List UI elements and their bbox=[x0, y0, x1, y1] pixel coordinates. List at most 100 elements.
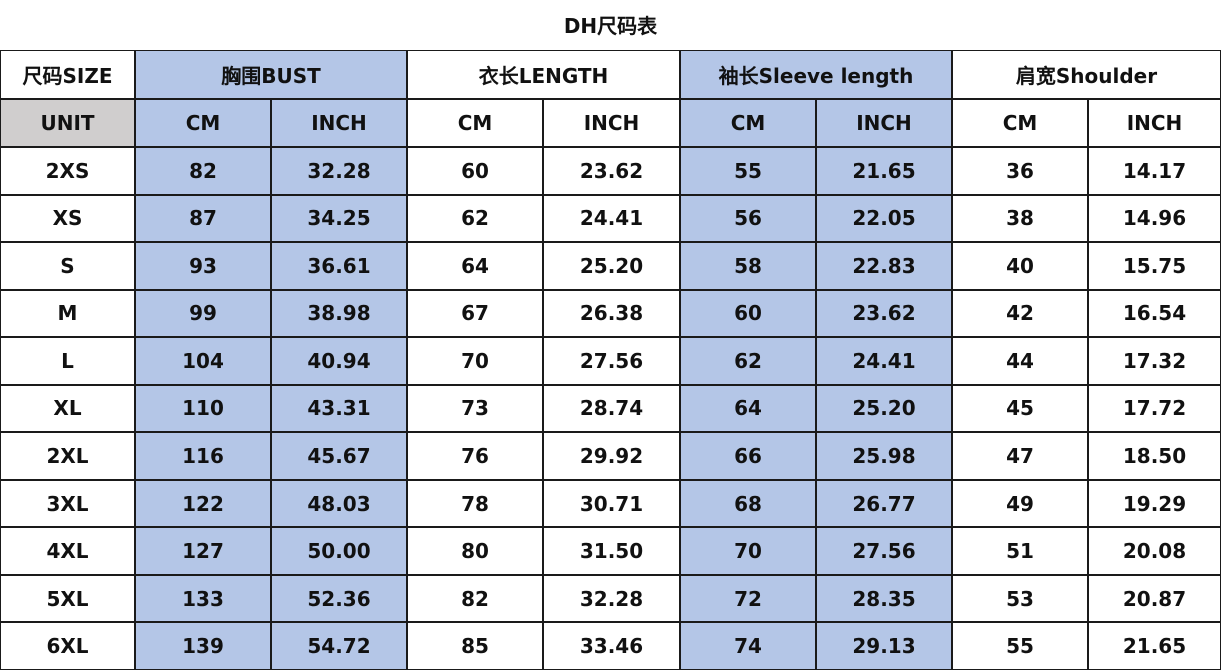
measure-cell: 99 bbox=[136, 290, 270, 337]
measure-cell: 33.46 bbox=[544, 623, 679, 669]
measure-cell: 127 bbox=[136, 528, 270, 574]
measure-cell: 82 bbox=[408, 575, 542, 622]
size-cell: L bbox=[1, 338, 134, 384]
size-cell: XS bbox=[1, 195, 134, 242]
measure-cell: 45.67 bbox=[272, 433, 406, 479]
measure-cell: 38 bbox=[953, 195, 1087, 242]
group-header: 胸围BUST bbox=[136, 51, 406, 98]
measure-cell: 29.13 bbox=[817, 623, 951, 669]
measure-cell: 73 bbox=[408, 385, 542, 432]
measure-cell: 43.31 bbox=[272, 385, 406, 432]
unit-cell: CM bbox=[953, 100, 1087, 146]
measure-cell: 87 bbox=[136, 195, 270, 242]
size-cell: 6XL bbox=[1, 623, 134, 669]
measure-cell: 14.96 bbox=[1089, 195, 1220, 242]
measure-cell: 55 bbox=[953, 623, 1087, 669]
measure-cell: 28.35 bbox=[817, 575, 951, 622]
measure-cell: 72 bbox=[681, 575, 815, 622]
measure-cell: 93 bbox=[136, 243, 270, 289]
measure-cell: 50.00 bbox=[272, 528, 406, 574]
measure-cell: 27.56 bbox=[817, 528, 951, 574]
measure-cell: 110 bbox=[136, 385, 270, 432]
measure-cell: 52.36 bbox=[272, 575, 406, 622]
measure-cell: 45 bbox=[953, 385, 1087, 432]
measure-cell: 62 bbox=[681, 338, 815, 384]
measure-cell: 54.72 bbox=[272, 623, 406, 669]
unit-cell: CM bbox=[408, 100, 542, 146]
measure-cell: 24.41 bbox=[544, 195, 679, 242]
measure-cell: 23.62 bbox=[817, 290, 951, 337]
measure-cell: 17.32 bbox=[1089, 338, 1220, 384]
measure-cell: 40.94 bbox=[272, 338, 406, 384]
measure-cell: 25.98 bbox=[817, 433, 951, 479]
measure-cell: 68 bbox=[681, 480, 815, 527]
measure-cell: 49 bbox=[953, 480, 1087, 527]
measure-cell: 60 bbox=[681, 290, 815, 337]
measure-cell: 20.08 bbox=[1089, 528, 1220, 574]
measure-cell: 40 bbox=[953, 243, 1087, 289]
measure-cell: 139 bbox=[136, 623, 270, 669]
size-cell: M bbox=[1, 290, 134, 337]
measure-cell: 51 bbox=[953, 528, 1087, 574]
unit-cell: INCH bbox=[1089, 100, 1220, 146]
table-title: DH尺码表 bbox=[0, 0, 1221, 50]
size-label: 尺码SIZE bbox=[1, 51, 134, 98]
measure-cell: 80 bbox=[408, 528, 542, 574]
measure-cell: 21.65 bbox=[1089, 623, 1220, 669]
unit-label: UNIT bbox=[1, 100, 134, 146]
measure-cell: 44 bbox=[953, 338, 1087, 384]
measure-cell: 23.62 bbox=[544, 148, 679, 194]
measure-cell: 30.71 bbox=[544, 480, 679, 527]
measure-cell: 70 bbox=[408, 338, 542, 384]
measure-cell: 18.50 bbox=[1089, 433, 1220, 479]
measure-cell: 32.28 bbox=[272, 148, 406, 194]
measure-cell: 55 bbox=[681, 148, 815, 194]
unit-cell: CM bbox=[136, 100, 270, 146]
measure-cell: 67 bbox=[408, 290, 542, 337]
measure-cell: 17.72 bbox=[1089, 385, 1220, 432]
measure-cell: 14.17 bbox=[1089, 148, 1220, 194]
measure-cell: 74 bbox=[681, 623, 815, 669]
measure-cell: 133 bbox=[136, 575, 270, 622]
measure-cell: 104 bbox=[136, 338, 270, 384]
measure-cell: 21.65 bbox=[817, 148, 951, 194]
measure-cell: 76 bbox=[408, 433, 542, 479]
unit-cell: INCH bbox=[544, 100, 679, 146]
measure-cell: 19.29 bbox=[1089, 480, 1220, 527]
measure-cell: 22.83 bbox=[817, 243, 951, 289]
measure-cell: 15.75 bbox=[1089, 243, 1220, 289]
unit-cell: INCH bbox=[817, 100, 951, 146]
measure-cell: 78 bbox=[408, 480, 542, 527]
size-cell: 2XL bbox=[1, 433, 134, 479]
measure-cell: 27.56 bbox=[544, 338, 679, 384]
group-header: 肩宽Shoulder bbox=[953, 51, 1220, 98]
measure-cell: 28.74 bbox=[544, 385, 679, 432]
measure-cell: 32.28 bbox=[544, 575, 679, 622]
measure-cell: 22.05 bbox=[817, 195, 951, 242]
measure-cell: 48.03 bbox=[272, 480, 406, 527]
measure-cell: 60 bbox=[408, 148, 542, 194]
measure-cell: 58 bbox=[681, 243, 815, 289]
size-cell: 5XL bbox=[1, 575, 134, 622]
measure-cell: 16.54 bbox=[1089, 290, 1220, 337]
measure-cell: 26.77 bbox=[817, 480, 951, 527]
unit-cell: INCH bbox=[272, 100, 406, 146]
size-cell: S bbox=[1, 243, 134, 289]
measure-cell: 36 bbox=[953, 148, 1087, 194]
measure-cell: 42 bbox=[953, 290, 1087, 337]
measure-cell: 34.25 bbox=[272, 195, 406, 242]
measure-cell: 29.92 bbox=[544, 433, 679, 479]
group-header: 衣长LENGTH bbox=[408, 51, 679, 98]
measure-cell: 116 bbox=[136, 433, 270, 479]
measure-cell: 122 bbox=[136, 480, 270, 527]
measure-cell: 24.41 bbox=[817, 338, 951, 384]
measure-cell: 31.50 bbox=[544, 528, 679, 574]
measure-cell: 25.20 bbox=[817, 385, 951, 432]
measure-cell: 70 bbox=[681, 528, 815, 574]
size-cell: 4XL bbox=[1, 528, 134, 574]
measure-cell: 64 bbox=[681, 385, 815, 432]
measure-cell: 20.87 bbox=[1089, 575, 1220, 622]
measure-cell: 47 bbox=[953, 433, 1087, 479]
unit-cell: CM bbox=[681, 100, 815, 146]
measure-cell: 53 bbox=[953, 575, 1087, 622]
